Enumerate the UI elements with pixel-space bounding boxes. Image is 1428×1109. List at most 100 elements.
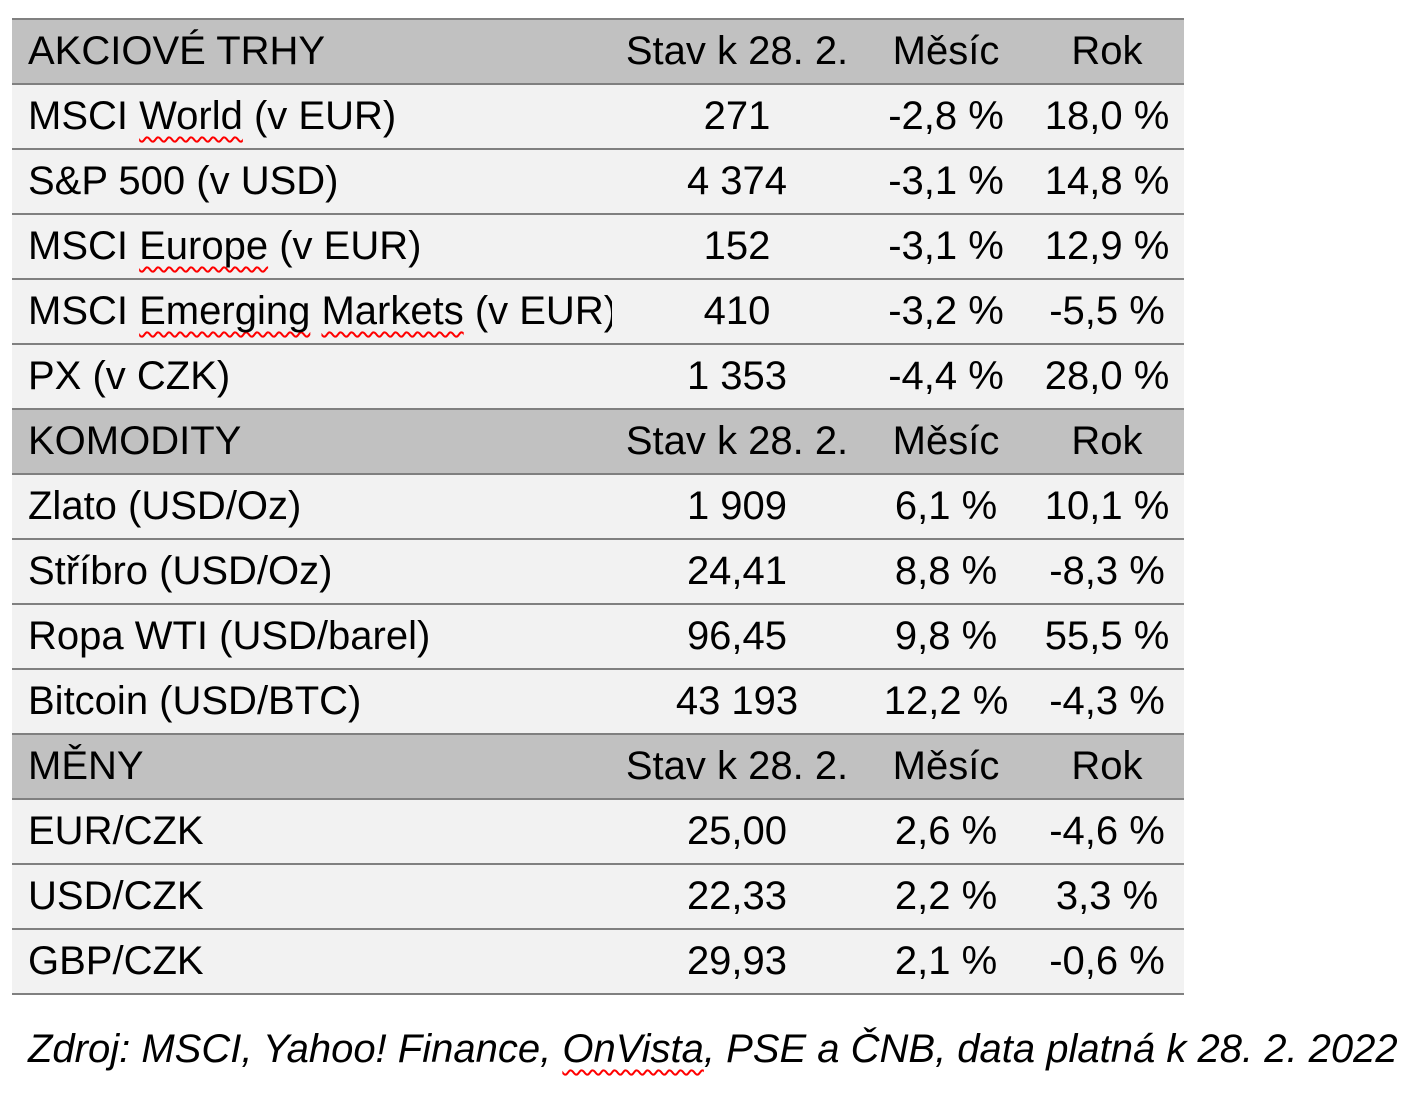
- text-fragment: MSCI: [28, 224, 140, 268]
- table-row: PX (v CZK) 1 353 -4,4 % 28,0 %: [12, 343, 1184, 410]
- misspelled-word: Markets: [321, 289, 464, 333]
- row-state-value: 152: [612, 213, 862, 280]
- text-fragment: [310, 289, 321, 333]
- row-label: GBP/CZK: [12, 928, 612, 995]
- text-fragment: , PSE a ČNB, data platná k 28. 2. 2022: [703, 1027, 1398, 1071]
- row-month-change: 2,2 %: [862, 863, 1030, 930]
- text-fragment: (v EUR): [268, 224, 422, 268]
- misspelled-word: OnVista: [562, 1027, 704, 1071]
- row-year-change: -0,6 %: [1030, 928, 1184, 995]
- col-header-mesic: Měsíc: [862, 733, 1030, 800]
- col-header-stav: Stav k 28. 2.: [612, 733, 862, 800]
- row-label: S&P 500 (v USD): [12, 148, 612, 215]
- row-month-change: -4,4 %: [862, 343, 1030, 410]
- text-fragment: MSCI: [28, 289, 140, 333]
- row-month-change: -3,1 %: [862, 213, 1030, 280]
- misspelled-word: World: [139, 94, 243, 138]
- table-row: S&P 500 (v USD) 4 374 -3,1 % 14,8 %: [12, 148, 1184, 215]
- text-fragment: Ropa WTI (USD/barel): [28, 614, 431, 658]
- text-fragment: (v EUR): [242, 94, 397, 138]
- markets-table: AKCIOVÉ TRHY Stav k 28. 2. Měsíc Rok MSCI Wo…: [12, 18, 1184, 995]
- row-month-change: 2,6 %: [862, 798, 1030, 865]
- text-fragment: (v EUR): [463, 289, 612, 333]
- row-label: Zlato (USD/Oz): [12, 473, 612, 540]
- table-row: Zlato (USD/Oz) 1 909 6,1 % 10,1 %: [12, 473, 1184, 540]
- section-header-row: AKCIOVÉ TRHY Stav k 28. 2. Měsíc Rok: [12, 18, 1184, 85]
- row-label: USD/CZK: [12, 863, 612, 930]
- table-row: GBP/CZK 29,93 2,1 % -0,6 %: [12, 928, 1184, 995]
- table-row: Bitcoin (USD/BTC) 43 193 12,2 % -4,3 %: [12, 668, 1184, 735]
- text-fragment: Zlato (USD/Oz): [28, 484, 302, 528]
- row-state-value: 410: [612, 278, 862, 345]
- section-title: MĚNY: [12, 733, 612, 800]
- row-year-change: 28,0 %: [1030, 343, 1184, 410]
- row-month-change: -3,1 %: [862, 148, 1030, 215]
- row-state-value: 1 353: [612, 343, 862, 410]
- row-state-value: 22,33: [612, 863, 862, 930]
- section-title: AKCIOVÉ TRHY: [12, 18, 612, 85]
- row-state-value: 24,41: [612, 538, 862, 605]
- misspelled-word: Emerging: [139, 289, 311, 333]
- row-month-change: -3,2 %: [862, 278, 1030, 345]
- text-fragment: S&P 500 (v USD): [28, 159, 339, 203]
- row-label: MSCI Europe (v EUR): [12, 213, 612, 280]
- row-state-value: 96,45: [612, 603, 862, 670]
- row-state-value: 43 193: [612, 668, 862, 735]
- row-state-value: 25,00: [612, 798, 862, 865]
- text-fragment: EUR/CZK: [28, 809, 204, 853]
- row-state-value: 271: [612, 83, 862, 150]
- text-fragment: Stříbro (USD/Oz): [28, 549, 333, 593]
- row-month-change: 8,8 %: [862, 538, 1030, 605]
- col-header-mesic: Měsíc: [862, 408, 1030, 475]
- table-row: Ropa WTI (USD/barel) 96,45 9,8 % 55,5 %: [12, 603, 1184, 670]
- text-fragment: PX (v CZK): [28, 354, 231, 398]
- row-year-change: 3,3 %: [1030, 863, 1184, 930]
- section-title: KOMODITY: [12, 408, 612, 475]
- row-year-change: -4,3 %: [1030, 668, 1184, 735]
- row-month-change: 9,8 %: [862, 603, 1030, 670]
- row-label: Stříbro (USD/Oz): [12, 538, 612, 605]
- table-row: MSCI Emerging Markets (v EUR) 410 -3,2 % -5…: [12, 278, 1184, 345]
- text-fragment: Bitcoin (USD/BTC): [28, 679, 362, 723]
- table-row: MSCI Europe (v EUR) 152 -3,1 % 12,9 %: [12, 213, 1184, 280]
- row-label: Ropa WTI (USD/barel): [12, 603, 612, 670]
- table-row: EUR/CZK 25,00 2,6 % -4,6 %: [12, 798, 1184, 865]
- source-note: Zdroj: MSCI, Yahoo! Finance, OnVista, PS…: [28, 1027, 1428, 1072]
- row-label: PX (v CZK): [12, 343, 612, 410]
- col-header-mesic: Měsíc: [862, 18, 1030, 85]
- text-fragment: USD/CZK: [28, 874, 204, 918]
- row-label: EUR/CZK: [12, 798, 612, 865]
- row-state-value: 1 909: [612, 473, 862, 540]
- markets-table-body: AKCIOVÉ TRHY Stav k 28. 2. Měsíc Rok MSCI Wo…: [12, 18, 1184, 995]
- misspelled-word: Europe: [139, 224, 269, 268]
- row-label: MSCI World (v EUR): [12, 83, 612, 150]
- row-year-change: 10,1 %: [1030, 473, 1184, 540]
- table-row: MSCI World (v EUR) 271 -2,8 % 18,0 %: [12, 83, 1184, 150]
- section-header-row: KOMODITY Stav k 28. 2. Měsíc Rok: [12, 408, 1184, 475]
- document-page: AKCIOVÉ TRHY Stav k 28. 2. Měsíc Rok MSCI Wo…: [12, 18, 1428, 1072]
- row-month-change: 6,1 %: [862, 473, 1030, 540]
- col-header-rok: Rok: [1030, 18, 1184, 85]
- row-month-change: 2,1 %: [862, 928, 1030, 995]
- row-year-change: 55,5 %: [1030, 603, 1184, 670]
- row-year-change: -8,3 %: [1030, 538, 1184, 605]
- row-label: Bitcoin (USD/BTC): [12, 668, 612, 735]
- row-month-change: -2,8 %: [862, 83, 1030, 150]
- row-label: MSCI Emerging Markets (v EUR): [12, 278, 612, 345]
- text-fragment: Zdroj: MSCI, Yahoo! Finance,: [28, 1027, 563, 1071]
- row-year-change: 12,9 %: [1030, 213, 1184, 280]
- row-month-change: 12,2 %: [862, 668, 1030, 735]
- table-row: Stříbro (USD/Oz) 24,41 8,8 % -8,3 %: [12, 538, 1184, 605]
- col-header-rok: Rok: [1030, 408, 1184, 475]
- col-header-rok: Rok: [1030, 733, 1184, 800]
- row-state-value: 4 374: [612, 148, 862, 215]
- row-year-change: -5,5 %: [1030, 278, 1184, 345]
- table-row: USD/CZK 22,33 2,2 % 3,3 %: [12, 863, 1184, 930]
- row-year-change: 14,8 %: [1030, 148, 1184, 215]
- text-fragment: GBP/CZK: [28, 939, 204, 983]
- row-year-change: 18,0 %: [1030, 83, 1184, 150]
- section-header-row: MĚNY Stav k 28. 2. Měsíc Rok: [12, 733, 1184, 800]
- row-year-change: -4,6 %: [1030, 798, 1184, 865]
- col-header-stav: Stav k 28. 2.: [612, 18, 862, 85]
- row-state-value: 29,93: [612, 928, 862, 995]
